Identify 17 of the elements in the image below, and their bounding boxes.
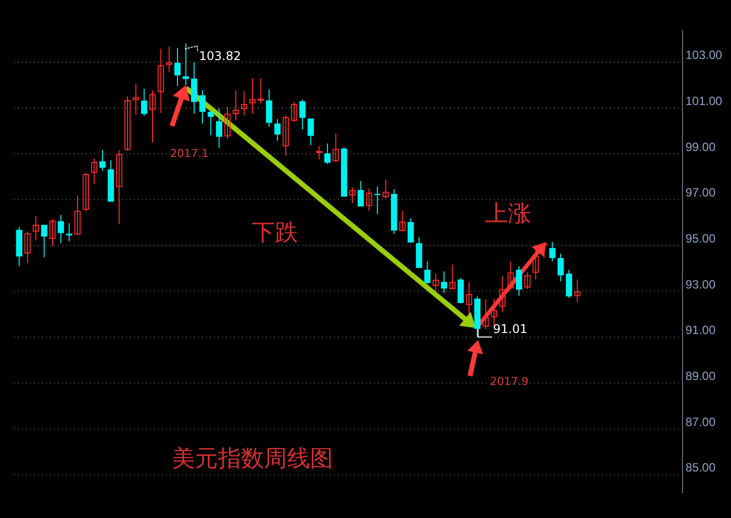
y-tick-label: 93.00 xyxy=(686,277,716,292)
annotation: 2017.1 xyxy=(170,147,208,160)
y-tick-label: 85.00 xyxy=(686,460,716,475)
y-tick-label: 91.00 xyxy=(686,323,716,338)
annotation: 103.82 xyxy=(199,49,241,63)
y-tick-label: 87.00 xyxy=(686,414,716,429)
y-tick-label: 89.00 xyxy=(686,368,716,383)
y-tick-label: 103.00 xyxy=(686,48,723,62)
y-tick-label: 95.00 xyxy=(686,231,716,246)
annotation: 2017.9 xyxy=(490,375,528,388)
annotation: 91.01 xyxy=(493,322,528,336)
y-tick-label: 99.00 xyxy=(686,140,716,154)
y-tick-label: 97.00 xyxy=(686,186,716,200)
annotation: 下跌 xyxy=(252,220,298,246)
y-tick-label: 101.00 xyxy=(686,94,723,108)
annotation: 上涨 xyxy=(485,201,531,227)
annotation: 美元指数周线图 xyxy=(172,446,333,472)
